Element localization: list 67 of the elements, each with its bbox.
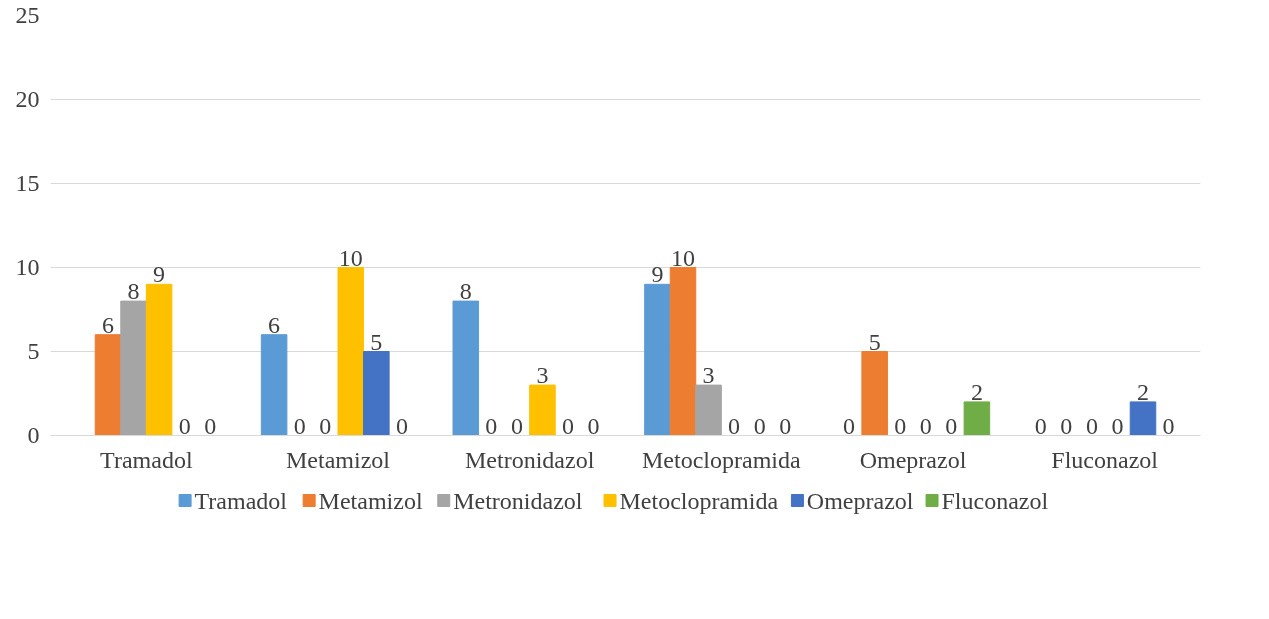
data-label: 0	[204, 412, 217, 439]
y-tick-label: 5	[27, 338, 40, 364]
bar	[695, 384, 722, 436]
data-label: 0	[1111, 412, 1124, 439]
data-label: 3	[702, 362, 715, 389]
data-label: 0	[779, 412, 792, 439]
y-tick-label: 0	[27, 422, 40, 448]
bar	[145, 283, 173, 436]
y-tick-label: 25	[15, 2, 40, 28]
data-label: 8	[459, 278, 472, 305]
data-label: 0	[293, 412, 306, 439]
bar	[529, 384, 556, 436]
data-label: 9	[651, 261, 664, 288]
bar	[452, 300, 480, 436]
legend-label: Tramadol	[194, 487, 288, 514]
data-label: 6	[102, 311, 114, 338]
data-label: 0	[1162, 412, 1175, 439]
data-label: 2	[1137, 378, 1149, 405]
x-tick-label: Fluconazol	[1051, 446, 1159, 473]
data-label: 0	[1034, 412, 1047, 439]
data-label: 0	[485, 412, 498, 439]
x-tick-label: Metamizol	[286, 446, 391, 473]
legend-label: Metronidazol	[453, 487, 583, 514]
data-label: 5	[868, 328, 881, 355]
data-label: 9	[153, 261, 166, 288]
data-label: 0	[1060, 412, 1073, 439]
data-label: 0	[395, 412, 408, 439]
bar	[963, 401, 991, 436]
data-label: 5	[370, 328, 383, 355]
bar	[861, 351, 888, 436]
bar	[363, 351, 390, 436]
bar	[260, 334, 288, 436]
data-label: 10	[671, 244, 695, 271]
legend-label: Metamizol	[318, 487, 423, 514]
bar	[120, 300, 147, 436]
data-label: 0	[1085, 412, 1098, 439]
data-label: 0	[919, 412, 932, 439]
y-tick-label: 10	[15, 254, 40, 280]
x-tick-label: Tramadol	[100, 446, 193, 473]
data-label: 0	[728, 412, 741, 439]
legend-label: Omeprazol	[806, 487, 914, 514]
bar	[644, 283, 671, 436]
x-tick-label: Metronidazol	[465, 446, 595, 473]
x-tick-label: Metoclopramida	[642, 446, 801, 473]
data-label: 0	[753, 412, 766, 439]
data-label: 8	[127, 278, 140, 305]
bar	[1129, 401, 1157, 436]
data-label: 0	[945, 412, 958, 439]
data-label: 10	[338, 244, 363, 271]
data-label: 0	[510, 412, 523, 439]
data-label: 0	[894, 412, 907, 439]
bar	[94, 334, 122, 436]
data-label: 0	[562, 412, 574, 439]
data-label: 0	[843, 412, 856, 439]
bar	[669, 267, 697, 436]
y-tick-label: 20	[15, 86, 40, 112]
data-label: 3	[536, 362, 549, 389]
x-tick-label: Omeprazol	[859, 446, 967, 473]
legend-label: Fluconazol	[941, 487, 1049, 514]
bar	[337, 267, 365, 436]
data-label: 0	[178, 412, 191, 439]
legend-label: Metoclopramida	[619, 487, 779, 514]
data-label: 0	[587, 412, 600, 439]
data-label: 6	[268, 311, 281, 338]
y-tick-label: 15	[15, 170, 40, 196]
data-label: 2	[970, 378, 983, 405]
data-label: 0	[319, 412, 332, 439]
